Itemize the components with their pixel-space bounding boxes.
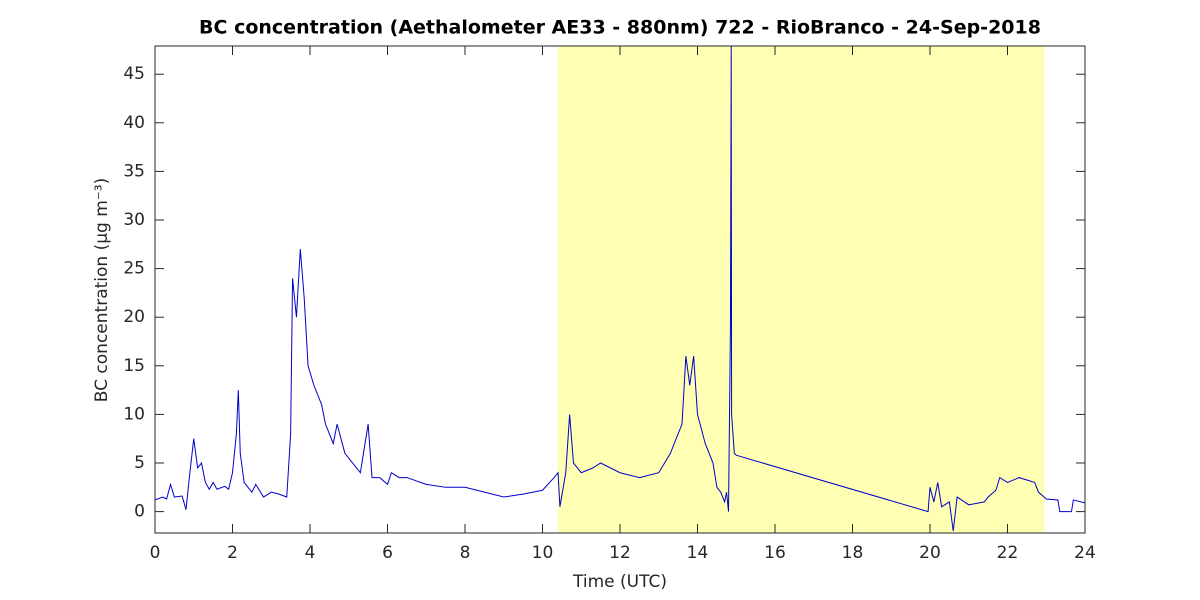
x-tick-label: 16 [764, 543, 786, 563]
shaded-region [558, 46, 1045, 533]
y-tick-label: 25 [123, 259, 145, 279]
data-line [155, 46, 1085, 532]
x-tick-label: 4 [305, 543, 316, 563]
x-tick-label: 20 [919, 543, 941, 563]
x-axis-label: Time (UTC) [572, 572, 667, 592]
y-tick-label: 30 [123, 210, 145, 230]
x-tick-label: 22 [997, 543, 1019, 563]
x-tick-label: 6 [382, 543, 393, 563]
y-tick-label: 45 [123, 64, 145, 84]
x-tick-label: 0 [150, 543, 161, 563]
y-tick-label: 20 [123, 307, 145, 327]
y-tick-label: 5 [134, 453, 145, 473]
data-layer [155, 46, 1085, 532]
x-tick-label: 24 [1074, 543, 1096, 563]
x-tick-label: 18 [842, 543, 864, 563]
axes-box [154, 45, 1086, 534]
y-tick-label: 40 [123, 113, 145, 133]
x-tick-label: 14 [687, 543, 709, 563]
shade-layer [558, 46, 1045, 533]
y-tick-label: 15 [123, 356, 145, 376]
y-tick-label: 35 [123, 161, 145, 181]
x-tick-label: 12 [609, 543, 631, 563]
y-axis-label: BC concentration (μg m⁻³) [92, 178, 112, 402]
y-tick-label: 0 [134, 502, 145, 522]
chart-title: BC concentration (Aethalometer AE33 - 88… [199, 17, 1041, 39]
x-tick-label: 8 [460, 543, 471, 563]
y-tick-label: 10 [123, 404, 145, 424]
x-tick-label: 10 [532, 543, 554, 563]
x-tick-label: 2 [227, 543, 238, 563]
